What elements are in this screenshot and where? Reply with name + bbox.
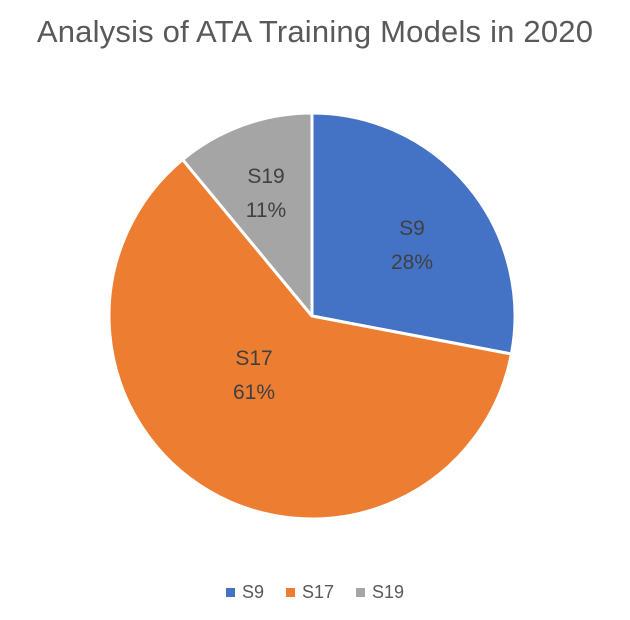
legend-item-s17[interactable]: S17 <box>285 582 335 603</box>
legend-swatch-s17 <box>285 588 295 597</box>
pie-slice-s9[interactable] <box>310 111 517 356</box>
chart-title: Analysis of ATA Training Models in 2020 <box>36 14 594 49</box>
slice-name-label-s9: S9 <box>399 217 425 240</box>
legend-label-s9: S9 <box>241 582 264 602</box>
slice-percent-label-s19: 11% <box>246 199 286 222</box>
slice-percent-label-s17: 61% <box>233 381 275 404</box>
legend-label-s19: S19 <box>372 582 405 602</box>
pie-slice-s19[interactable] <box>181 111 314 318</box>
legend-label-s17: S17 <box>301 582 335 602</box>
pie-slice-s17[interactable] <box>107 158 513 521</box>
legend-swatch-s9 <box>225 588 235 597</box>
slice-percent-label-s9: 28% <box>391 251 433 274</box>
legend-swatch-s19 <box>356 588 366 597</box>
chart-legend: S9 S17 S19 <box>0 582 630 603</box>
slice-name-label-s17: S17 <box>235 347 272 370</box>
slice-name-label-s19: S19 <box>247 165 284 188</box>
legend-item-s19[interactable]: S19 <box>356 582 404 603</box>
legend-item-s9[interactable]: S9 <box>225 582 264 603</box>
